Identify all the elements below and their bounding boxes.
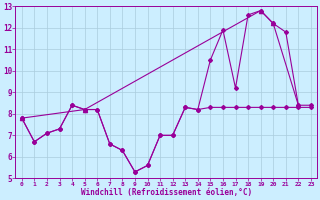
X-axis label: Windchill (Refroidissement éolien,°C): Windchill (Refroidissement éolien,°C): [81, 188, 252, 197]
